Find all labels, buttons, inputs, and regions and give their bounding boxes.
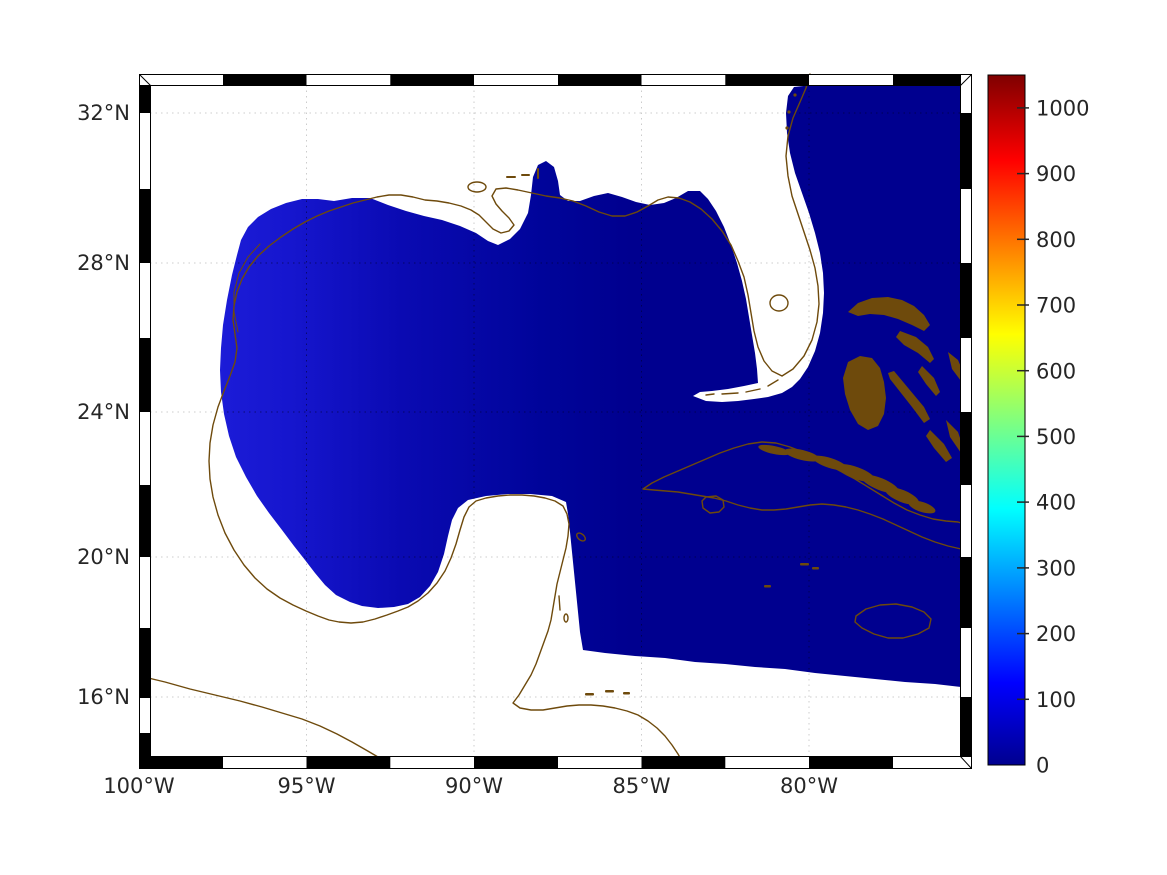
gridlines-over-data [220, 85, 961, 687]
colorbar-ticks [1017, 107, 1029, 701]
frame-band-left-base [139, 74, 150, 769]
bay-island-3 [623, 692, 630, 695]
y-tick-label-20n: 20°N [77, 545, 130, 569]
y-tick-label-24n: 24°N [77, 400, 130, 424]
x-axis-labels: 100°W 95°W 90°W 85°W 80°W [103, 774, 838, 798]
map-frame [139, 74, 972, 769]
island-cozumel [576, 532, 586, 542]
lake-pontchartrain [467, 181, 487, 193]
frame-band-top-base [139, 74, 972, 85]
cuba-cay-6 [885, 487, 919, 505]
cuba-cay-7 [908, 500, 936, 514]
cayman-island-1 [800, 563, 809, 566]
coastline-texas-lagoon [233, 243, 261, 333]
frame-bevel-topright [960, 74, 972, 86]
colorbar-label-700: 700 [1036, 294, 1076, 318]
y-tick-label-16n: 16°N [77, 685, 130, 709]
colorbar-label-200: 200 [1036, 622, 1076, 646]
x-tick-label-80w: 80°W [780, 774, 838, 798]
frame-stripes-black [139, 74, 972, 769]
frame-outlines [139, 74, 972, 769]
bahamas-grand-bahama-abaco [848, 297, 930, 331]
y-tick-label-28n: 28°N [77, 251, 130, 275]
frame-bevel-bottomleft [139, 756, 151, 769]
island-jamaica [854, 603, 932, 639]
filled-islands [506, 93, 961, 696]
georgia-marsh-speck-3 [785, 126, 789, 130]
y-axis-labels: 32°N 28°N 24°N 20°N 16°N [77, 101, 130, 709]
frame-bevel-topleft [139, 74, 151, 86]
cuba-cay-2 [784, 448, 820, 462]
colorbar-label-1000: 1000 [1036, 97, 1089, 121]
coastline-pacific [139, 675, 387, 764]
frame-bevel-bottomright [960, 756, 972, 769]
bahamas-edge-patch-2 [946, 420, 961, 453]
bahamas-cat-island [918, 366, 940, 396]
cuba-cay-1 [758, 444, 790, 456]
coastline-mainland [208, 73, 820, 764]
colorbar-label-900: 900 [1036, 162, 1076, 186]
bahamas-edge-patch-1 [948, 352, 961, 381]
coastline-cuba [642, 441, 962, 550]
bahamas-long-island [926, 430, 952, 462]
colorbar-labels: 1000 900 800 700 600 500 400 300 200 100… [1036, 97, 1089, 778]
colorbar-label-800: 800 [1036, 228, 1076, 252]
colorbar-label-600: 600 [1036, 359, 1076, 383]
island-isla-juventud [701, 495, 725, 514]
coastline-florida-keys [705, 379, 779, 396]
ms-barrier-island-2 [521, 174, 530, 176]
x-tick-label-100w: 100°W [103, 774, 175, 798]
colorbar-label-500: 500 [1036, 425, 1076, 449]
colorbar-label-400: 400 [1036, 491, 1076, 515]
lake-okeechobee [769, 294, 789, 312]
bahamas-andros-bank [843, 356, 886, 430]
colorbar-label-300: 300 [1036, 556, 1076, 580]
colorbar-label-0: 0 [1036, 754, 1049, 778]
cayman-island-2 [812, 567, 819, 570]
coastlines [139, 73, 962, 764]
y-tick-label-32n: 32°N [77, 101, 130, 125]
colorbar: 1000 900 800 700 600 500 400 300 200 100… [987, 74, 1089, 778]
bay-island-2 [605, 690, 614, 693]
bahamas-exuma-chain [888, 371, 930, 423]
cayman-island-3 [764, 585, 771, 588]
banco-chinchorro [563, 613, 569, 623]
chandeleur-island [537, 168, 539, 179]
x-tick-label-85w: 85°W [613, 774, 671, 798]
colorbar-gradient [987, 74, 1026, 766]
georgia-marsh-speck-2 [787, 110, 791, 114]
colorbar-label-100: 100 [1036, 688, 1076, 712]
bay-island-1 [585, 693, 594, 696]
georgia-marsh-speck-1 [793, 93, 797, 97]
x-tick-label-90w: 90°W [445, 774, 503, 798]
x-tick-label-95w: 95°W [278, 774, 336, 798]
belize-reef [558, 595, 561, 611]
bahamas-eleuthera [896, 331, 934, 363]
ms-barrier-island-1 [506, 176, 516, 178]
